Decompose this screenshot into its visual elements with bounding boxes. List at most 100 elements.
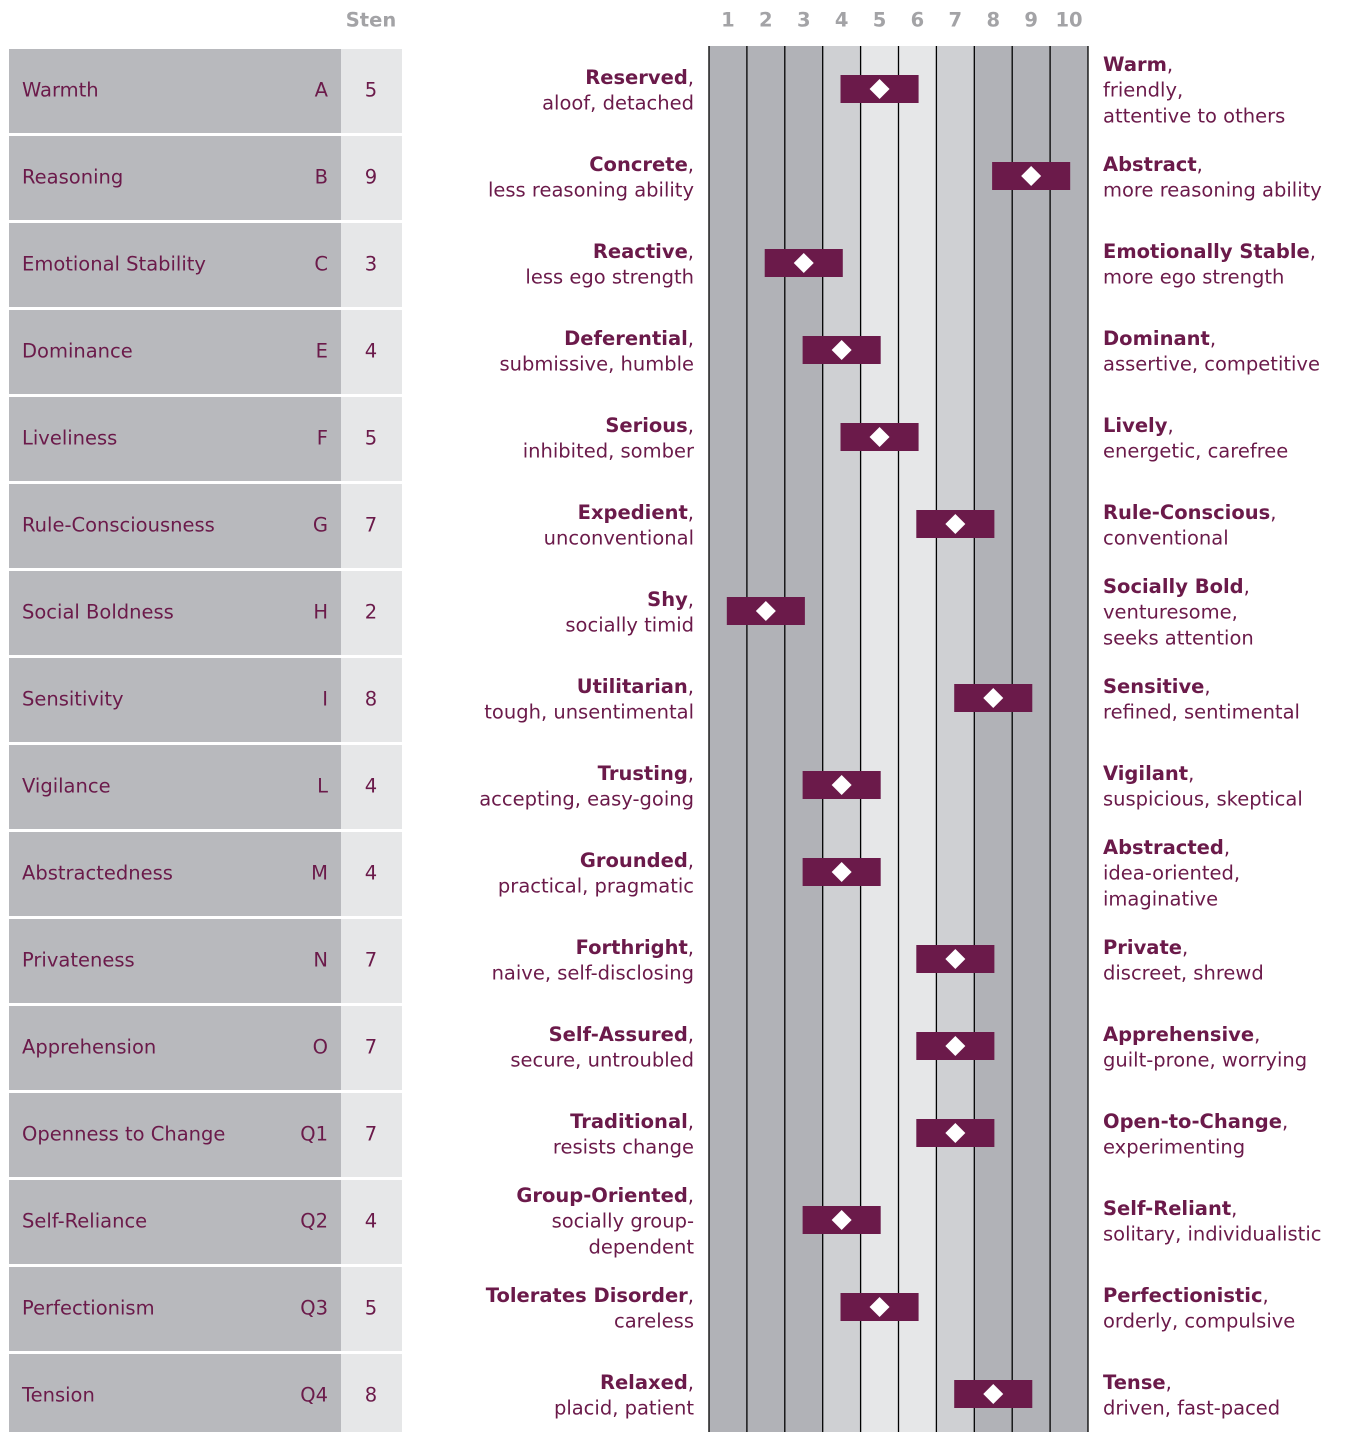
pole-term-line: Rule-Conscious,: [1103, 501, 1276, 524]
factor-cell: [9, 397, 341, 481]
x-tick-label: 8: [986, 9, 1000, 32]
pole-description: less reasoning ability: [488, 179, 694, 202]
sten-cell: [341, 658, 402, 742]
pole-term-line: Abstracted,: [1103, 836, 1230, 859]
pole-term: Serious: [605, 414, 687, 437]
sten-value: 5: [365, 1297, 377, 1320]
score-marker: [831, 775, 852, 795]
pole-term: Group-Oriented: [516, 1184, 687, 1207]
sten-cell: [341, 484, 402, 568]
pole-separator: ,: [1204, 675, 1210, 698]
pole-description: aloof, detached: [542, 92, 694, 115]
factor-name: Reasoning: [22, 166, 123, 189]
score-marker: [945, 1123, 966, 1143]
factor-cell: [9, 1267, 341, 1351]
pole-term-line: Self-Reliant,: [1103, 1197, 1237, 1220]
x-tick-label: 1: [721, 9, 735, 32]
pole-term: Emotionally Stable: [1103, 240, 1310, 263]
pole-separator: ,: [688, 1184, 694, 1207]
scale-band: [898, 46, 937, 1432]
pole-term: Lively: [1103, 414, 1168, 437]
sten-cell: [341, 310, 402, 394]
pole-term: Self-Assured: [549, 1023, 688, 1046]
pole-description: experimenting: [1103, 1136, 1245, 1159]
pole-term-line: Apprehensive,: [1103, 1023, 1260, 1046]
pole-separator: ,: [688, 66, 694, 89]
pole-separator: ,: [1224, 836, 1230, 859]
pole-description: socially timid: [565, 614, 694, 637]
pole-term-line: Utilitarian,: [577, 675, 694, 698]
factor-letter: Q1: [300, 1123, 328, 1146]
factor-cell: [9, 49, 341, 133]
factor-cell: [9, 136, 341, 220]
factor-name: Social Boldness: [22, 601, 174, 624]
sten-value: 5: [365, 79, 377, 102]
scale-band: [1050, 46, 1088, 1432]
pole-term: Expedient: [578, 501, 688, 524]
score-marker: [869, 427, 890, 447]
pole-term: Sensitive: [1103, 675, 1204, 698]
sten-cell: [341, 1006, 402, 1090]
pole-separator: ,: [1270, 501, 1276, 524]
score-marker: [869, 79, 890, 99]
sten-cell: [341, 832, 402, 916]
pole-separator: ,: [688, 153, 694, 176]
factor-name: Openness to Change: [22, 1123, 225, 1146]
pole-description: discreet, shrewd: [1103, 962, 1264, 985]
pole-description: careless: [614, 1310, 694, 1333]
pole-term: Deferential: [564, 327, 688, 350]
pole-separator: ,: [688, 1110, 694, 1133]
pole-separator: ,: [1310, 240, 1316, 263]
pole-term-line: Serious,: [605, 414, 694, 437]
pole-description: dependent: [589, 1236, 695, 1259]
sten-value: 4: [365, 775, 377, 798]
factor-letter: C: [314, 253, 328, 276]
sten-value: 8: [365, 688, 377, 711]
score-marker: [793, 253, 814, 273]
pole-separator: ,: [688, 414, 694, 437]
x-tick-label: 9: [1024, 9, 1038, 32]
pole-description: inhibited, somber: [523, 440, 695, 463]
pole-term-line: Dominant,: [1103, 327, 1216, 350]
pole-term: Forthright: [576, 936, 688, 959]
score-marker: [983, 1384, 1004, 1404]
pole-separator: ,: [688, 849, 694, 872]
factor-cell: [9, 1180, 341, 1264]
pole-description: naive, self-disclosing: [492, 962, 694, 985]
pole-term-line: Warm,: [1103, 53, 1173, 76]
sten-value: 8: [365, 1384, 377, 1407]
pole-description: submissive, humble: [500, 353, 695, 376]
pole-description: resists change: [553, 1136, 694, 1159]
score-marker: [1021, 166, 1042, 186]
sten-value: 7: [365, 514, 377, 537]
score-marker: [945, 514, 966, 534]
pole-term: Perfectionistic: [1103, 1284, 1263, 1307]
pole-term-line: Emotionally Stable,: [1103, 240, 1316, 263]
scale-band: [709, 46, 747, 1432]
factor-letter: A: [315, 79, 329, 102]
sten-cell: [341, 397, 402, 481]
pole-description: attentive to others: [1103, 105, 1285, 128]
pole-description: more ego strength: [1103, 266, 1284, 289]
pole-description: guilt-prone, worrying: [1103, 1049, 1307, 1072]
pole-term-line: Shy,: [647, 588, 694, 611]
factor-cell: [9, 571, 341, 655]
x-tick-label: 10: [1055, 9, 1082, 32]
sten-header: Sten: [346, 9, 396, 32]
pole-term-line: Perfectionistic,: [1103, 1284, 1269, 1307]
sten-cell: [341, 136, 402, 220]
pole-term: Trusting: [598, 762, 688, 785]
pole-term-line: Trusting,: [598, 762, 694, 785]
factor-name: Warmth: [22, 79, 99, 102]
pole-description: unconventional: [544, 527, 694, 550]
factor-name: Self-Reliance: [22, 1210, 147, 1233]
scale-band: [860, 46, 899, 1432]
pole-term: Tense: [1103, 1371, 1166, 1394]
pole-term: Rule-Conscious: [1103, 501, 1270, 524]
factor-letter: F: [317, 427, 328, 450]
pole-term-line: Tense,: [1103, 1371, 1172, 1394]
pole-term: Dominant: [1103, 327, 1210, 350]
pole-term-line: Socially Bold,: [1103, 575, 1250, 598]
pole-term: Reactive: [593, 240, 688, 263]
